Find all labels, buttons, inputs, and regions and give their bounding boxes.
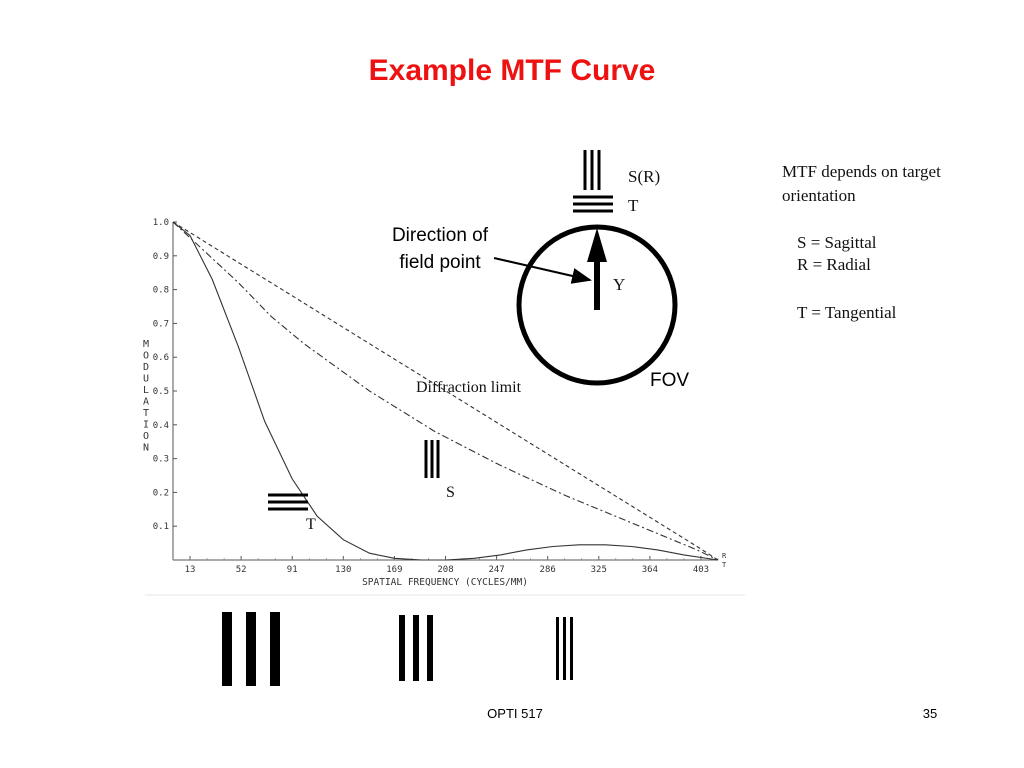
end-label: R	[722, 552, 727, 560]
x-axis-label: SPATIAL FREQUENCY (CYCLES/MM)	[362, 577, 528, 588]
y-axis-label-char: T	[143, 408, 149, 419]
note-radial: R = Radial	[797, 255, 871, 274]
y-tick-label: 0.9	[153, 252, 169, 262]
tangential-bars-icon	[268, 493, 308, 511]
y-arrow-shaft	[594, 255, 600, 310]
y-axis-label-char: N	[143, 443, 149, 454]
y-tick-label: 0.7	[153, 319, 169, 329]
direction-label-line1: Direction of	[392, 225, 489, 246]
x-tick-label: 208	[437, 565, 453, 575]
note-sagittal: S = Sagittal	[797, 233, 877, 252]
end-label: T	[722, 561, 727, 569]
end-labels: RT	[722, 552, 727, 569]
sagittal-target-icon	[583, 150, 601, 190]
coarse-bar-target-icon	[222, 612, 280, 686]
y-axis-label-char: I	[143, 420, 149, 431]
diffraction-limit-label: Diffraction limit	[416, 379, 522, 396]
fov-circle	[516, 224, 678, 386]
axis-ticks: 1.0 0.9 0.8 0.7 0.6 0.5 0.4 0.3 0.2 0.1 13 52 91 130 1…	[153, 218, 719, 575]
tangential-target-icon	[573, 195, 613, 213]
x-tick-label: 403	[693, 565, 709, 575]
fine-bar-target-icon	[556, 617, 573, 680]
y-axis-label-char: L	[143, 385, 149, 396]
y-tick-label: 0.3	[153, 455, 169, 465]
fov-label: FOV	[650, 370, 689, 391]
y-tick-label: 0.8	[153, 286, 169, 296]
side-notes-heading: MTF depends on target orientation	[782, 162, 941, 205]
sagittal-curve-label: S	[446, 484, 455, 501]
y-arrow-icon	[587, 228, 607, 262]
fov-diagram: S(R) T Y FOV Direction of field point	[392, 150, 689, 391]
y-tick-label: 1.0	[153, 218, 169, 228]
x-tick-label: 91	[287, 565, 298, 575]
x-tick-label: 325	[591, 565, 607, 575]
x-tick-label: 52	[236, 565, 247, 575]
series-group	[172, 221, 719, 561]
y-label: Y	[613, 275, 625, 294]
medium-bar-target-icon	[399, 615, 433, 681]
x-tick-label: 13	[185, 565, 196, 575]
y-axis-label-char: A	[143, 397, 149, 408]
slide-title: Example MTF Curve	[368, 54, 656, 87]
y-tick-label: 0.5	[153, 387, 169, 397]
sr-label: S(R)	[628, 167, 660, 186]
y-axis-label-char: D	[143, 362, 149, 373]
note-tangential: T = Tangential	[797, 303, 897, 322]
side-notes: MTF depends on target orientation S = Sa…	[782, 160, 1012, 324]
t-label: T	[628, 196, 639, 215]
tangential-curve-label: T	[306, 516, 316, 533]
y-tick-label: 0.6	[153, 353, 169, 363]
footer-page-number: 35	[922, 706, 938, 721]
x-tick-label: 169	[386, 565, 402, 575]
series-line-dashed	[172, 221, 719, 561]
y-axis-label-char: O	[143, 351, 149, 362]
series-line-solid	[172, 221, 719, 561]
sagittal-bars-icon	[424, 440, 440, 478]
y-tick-label: 0.1	[153, 522, 169, 532]
y-axis-label-char: U	[143, 374, 149, 385]
footer-course: OPTI 517	[487, 706, 543, 721]
y-tick-label: 0.4	[153, 421, 169, 431]
mtf-chart: 1.0 0.9 0.8 0.7 0.6 0.5 0.4 0.3 0.2 0.1 13 52 91 130 1…	[143, 218, 727, 588]
y-tick-label: 0.2	[153, 488, 169, 498]
x-tick-label: 247	[488, 565, 504, 575]
x-tick-label: 130	[335, 565, 351, 575]
direction-label-line2: field point	[399, 252, 481, 273]
series-line-dash-dot	[172, 221, 719, 561]
y-axis-label-char: M	[143, 339, 149, 350]
direction-arrow-icon	[493, 257, 592, 284]
y-axis-label-char: O	[143, 431, 149, 442]
x-tick-label: 364	[642, 565, 658, 575]
x-tick-label: 286	[540, 565, 556, 575]
